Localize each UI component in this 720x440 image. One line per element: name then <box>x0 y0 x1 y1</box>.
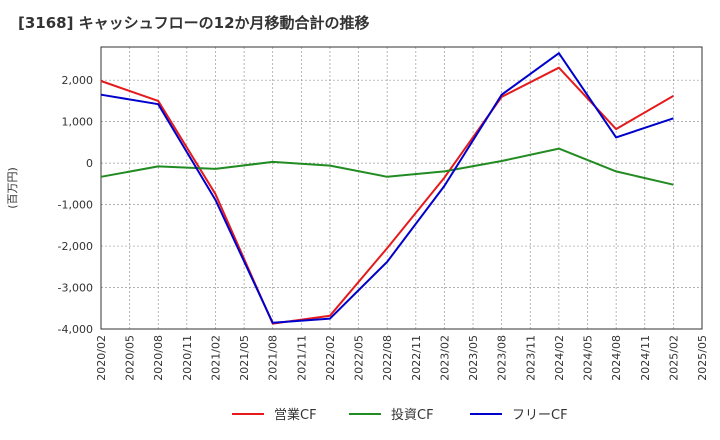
x-tick-label: 2024/11 <box>639 335 652 381</box>
x-tick-label: 2022/02 <box>324 335 337 381</box>
plot-frame <box>100 46 703 330</box>
y-tick-label: -3,000 <box>58 282 93 295</box>
x-tick-label: 2024/08 <box>610 335 623 381</box>
y-tick-label: 2,000 <box>62 74 94 87</box>
chart-title: [3168] キャッシュフローの12か月移動合計の推移 <box>18 14 370 32</box>
y-tick-label: -1,000 <box>58 199 93 212</box>
x-tick-label: 2025/02 <box>667 335 680 381</box>
y-tick-label: -2,000 <box>58 240 93 253</box>
legend-label: 投資CF <box>391 407 434 423</box>
x-tick-label: 2022/11 <box>410 335 423 381</box>
x-tick-label: 2020/08 <box>152 335 165 381</box>
legend-label: 営業CF <box>274 407 317 423</box>
x-tick-label: 2021/05 <box>238 335 251 381</box>
x-tick-label: 2022/05 <box>353 335 366 381</box>
y-tick-label: 0 <box>86 157 93 170</box>
x-tick-label: 2023/05 <box>467 335 480 381</box>
x-tick-label: 2020/05 <box>124 335 137 381</box>
x-tick-label: 2020/02 <box>95 335 108 381</box>
x-tick-label: 2023/08 <box>496 335 509 381</box>
x-tick-label: 2021/02 <box>209 335 222 381</box>
x-tick-label: 2021/11 <box>295 335 308 381</box>
x-tick-label: 2024/05 <box>582 335 595 381</box>
y-tick-label: -4,000 <box>58 323 93 336</box>
y-tick-label: 1,000 <box>62 116 94 129</box>
x-tick-label: 2023/11 <box>524 335 537 381</box>
legend-label: フリーCF <box>512 408 568 423</box>
x-tick-label: 2021/08 <box>267 335 280 381</box>
x-tick-label: 2023/02 <box>438 335 451 381</box>
x-tick-label: 2025/05 <box>696 335 709 381</box>
series-line-フリーCF <box>100 52 674 324</box>
x-tick-label: 2024/02 <box>553 335 566 381</box>
plot-area <box>101 47 702 329</box>
x-tick-label: 2020/11 <box>181 335 194 381</box>
series-line-営業CF <box>100 66 674 325</box>
x-tick-label: 2022/08 <box>381 335 394 381</box>
y-axis-label: (百万円) <box>6 167 19 209</box>
